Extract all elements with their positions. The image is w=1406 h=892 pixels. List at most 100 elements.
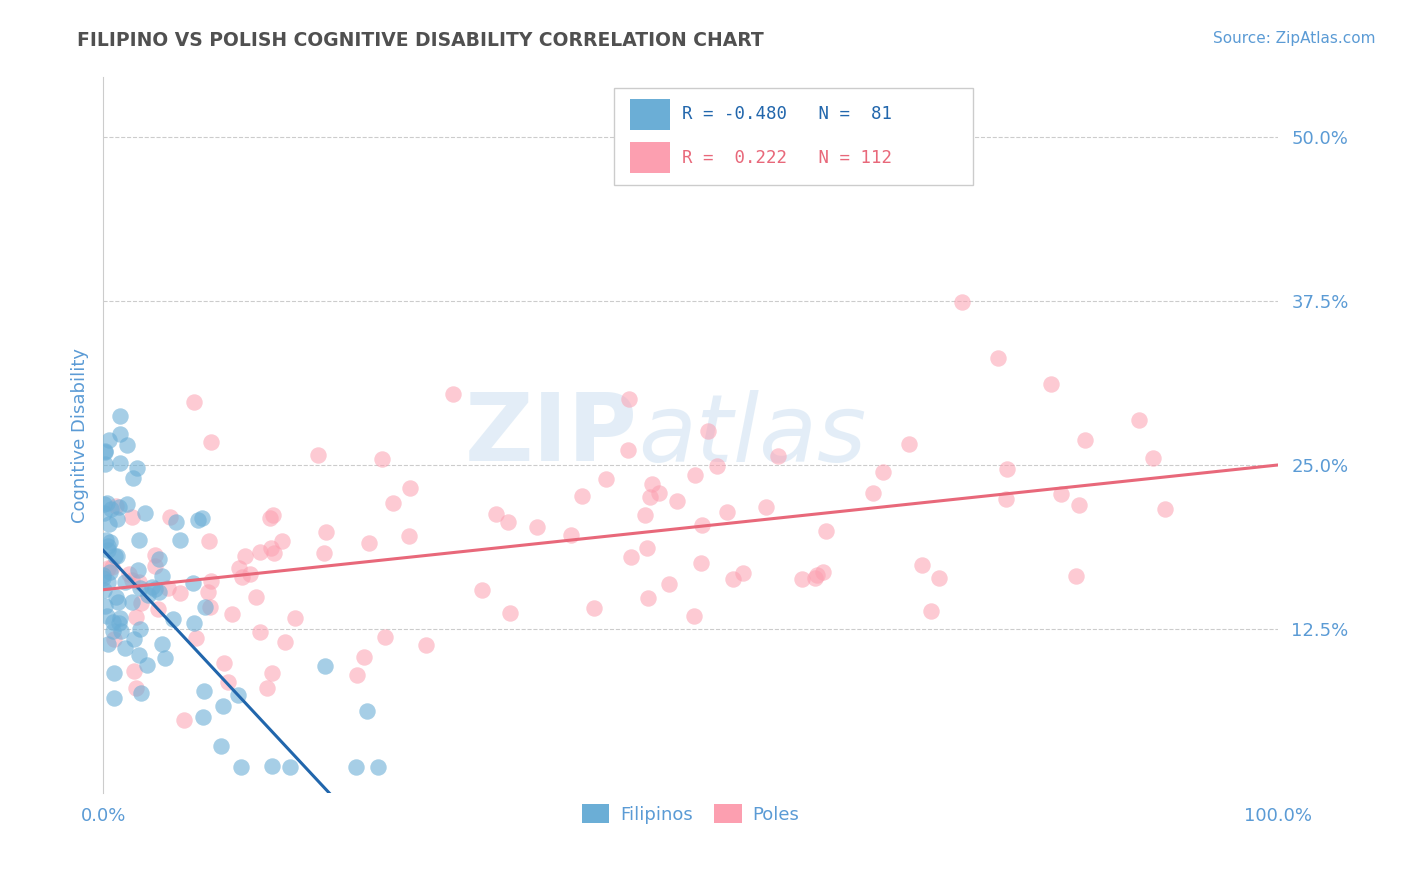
- Point: [141, 580, 163, 594]
- Y-axis label: Cognitive Disability: Cognitive Disability: [72, 348, 89, 523]
- Point: [595, 473, 617, 487]
- Point: [920, 604, 942, 618]
- Point: [271, 533, 294, 548]
- Point: [103, 632, 125, 647]
- Point: [260, 541, 283, 556]
- Point: [755, 500, 778, 514]
- Point: [229, 760, 252, 774]
- Point: [91, 571, 114, 585]
- Point: [94, 445, 117, 459]
- Legend: Filipinos, Poles: Filipinos, Poles: [571, 793, 810, 834]
- Bar: [630, 142, 669, 173]
- Point: [415, 638, 437, 652]
- Point: [122, 664, 145, 678]
- Text: ZIP: ZIP: [465, 390, 638, 482]
- Point: [97, 539, 120, 553]
- Point: [169, 586, 191, 600]
- Point: [100, 566, 122, 580]
- Point: [212, 699, 235, 714]
- Point: [108, 409, 131, 423]
- Point: [145, 558, 167, 573]
- Point: [233, 549, 256, 563]
- Point: [97, 575, 120, 590]
- Point: [231, 570, 253, 584]
- Point: [191, 511, 214, 525]
- Point: [928, 571, 950, 585]
- Point: [100, 502, 122, 516]
- Point: [93, 506, 115, 520]
- Point: [128, 574, 150, 589]
- Point: [682, 609, 704, 624]
- Point: [186, 631, 208, 645]
- Point: [1074, 434, 1097, 448]
- Point: [1064, 569, 1087, 583]
- Point: [148, 584, 170, 599]
- Point: [315, 524, 337, 539]
- Point: [135, 658, 157, 673]
- Point: [731, 566, 754, 581]
- Point: [93, 497, 115, 511]
- Point: [262, 666, 284, 681]
- Point: [370, 451, 392, 466]
- Point: [249, 625, 271, 640]
- Point: [648, 486, 671, 500]
- FancyBboxPatch shape: [614, 88, 973, 185]
- Point: [697, 424, 720, 438]
- Point: [94, 444, 117, 458]
- Point: [103, 666, 125, 681]
- Point: [114, 575, 136, 590]
- Point: [217, 675, 239, 690]
- Text: FILIPINO VS POLISH COGNITIVE DISABILITY CORRELATION CHART: FILIPINO VS POLISH COGNITIVE DISABILITY …: [77, 31, 763, 50]
- Point: [307, 448, 329, 462]
- Point: [690, 556, 713, 570]
- Point: [485, 507, 508, 521]
- Point: [96, 533, 118, 547]
- Point: [148, 552, 170, 566]
- Point: [441, 387, 464, 401]
- Point: [359, 536, 381, 550]
- Point: [571, 490, 593, 504]
- Point: [768, 449, 790, 463]
- Point: [157, 581, 180, 595]
- Point: [898, 437, 921, 451]
- Point: [356, 704, 378, 718]
- Point: [256, 681, 278, 696]
- Point: [93, 582, 115, 597]
- Point: [183, 395, 205, 409]
- Point: [197, 585, 219, 599]
- Point: [641, 477, 664, 491]
- Point: [198, 534, 221, 549]
- Point: [97, 517, 120, 532]
- Point: [634, 508, 657, 523]
- Point: [91, 568, 114, 582]
- Point: [97, 561, 120, 575]
- Point: [94, 599, 117, 613]
- Point: [200, 434, 222, 449]
- Point: [98, 433, 121, 447]
- Point: [1128, 413, 1150, 427]
- Point: [1067, 498, 1090, 512]
- Point: [98, 534, 121, 549]
- Point: [640, 491, 662, 505]
- Point: [471, 583, 494, 598]
- Point: [228, 561, 250, 575]
- Point: [811, 566, 834, 580]
- Point: [314, 546, 336, 560]
- Point: [346, 667, 368, 681]
- Point: [950, 295, 973, 310]
- Point: [169, 533, 191, 547]
- Point: [150, 569, 173, 583]
- Point: [212, 656, 235, 670]
- Point: [262, 758, 284, 772]
- Point: [398, 529, 420, 543]
- Point: [97, 637, 120, 651]
- Point: [353, 650, 375, 665]
- Point: [153, 651, 176, 665]
- Point: [239, 566, 262, 581]
- Point: [105, 549, 128, 563]
- Point: [136, 588, 159, 602]
- Point: [105, 512, 128, 526]
- Point: [127, 563, 149, 577]
- Point: [381, 495, 404, 509]
- Text: R = -0.480   N =  81: R = -0.480 N = 81: [682, 105, 893, 123]
